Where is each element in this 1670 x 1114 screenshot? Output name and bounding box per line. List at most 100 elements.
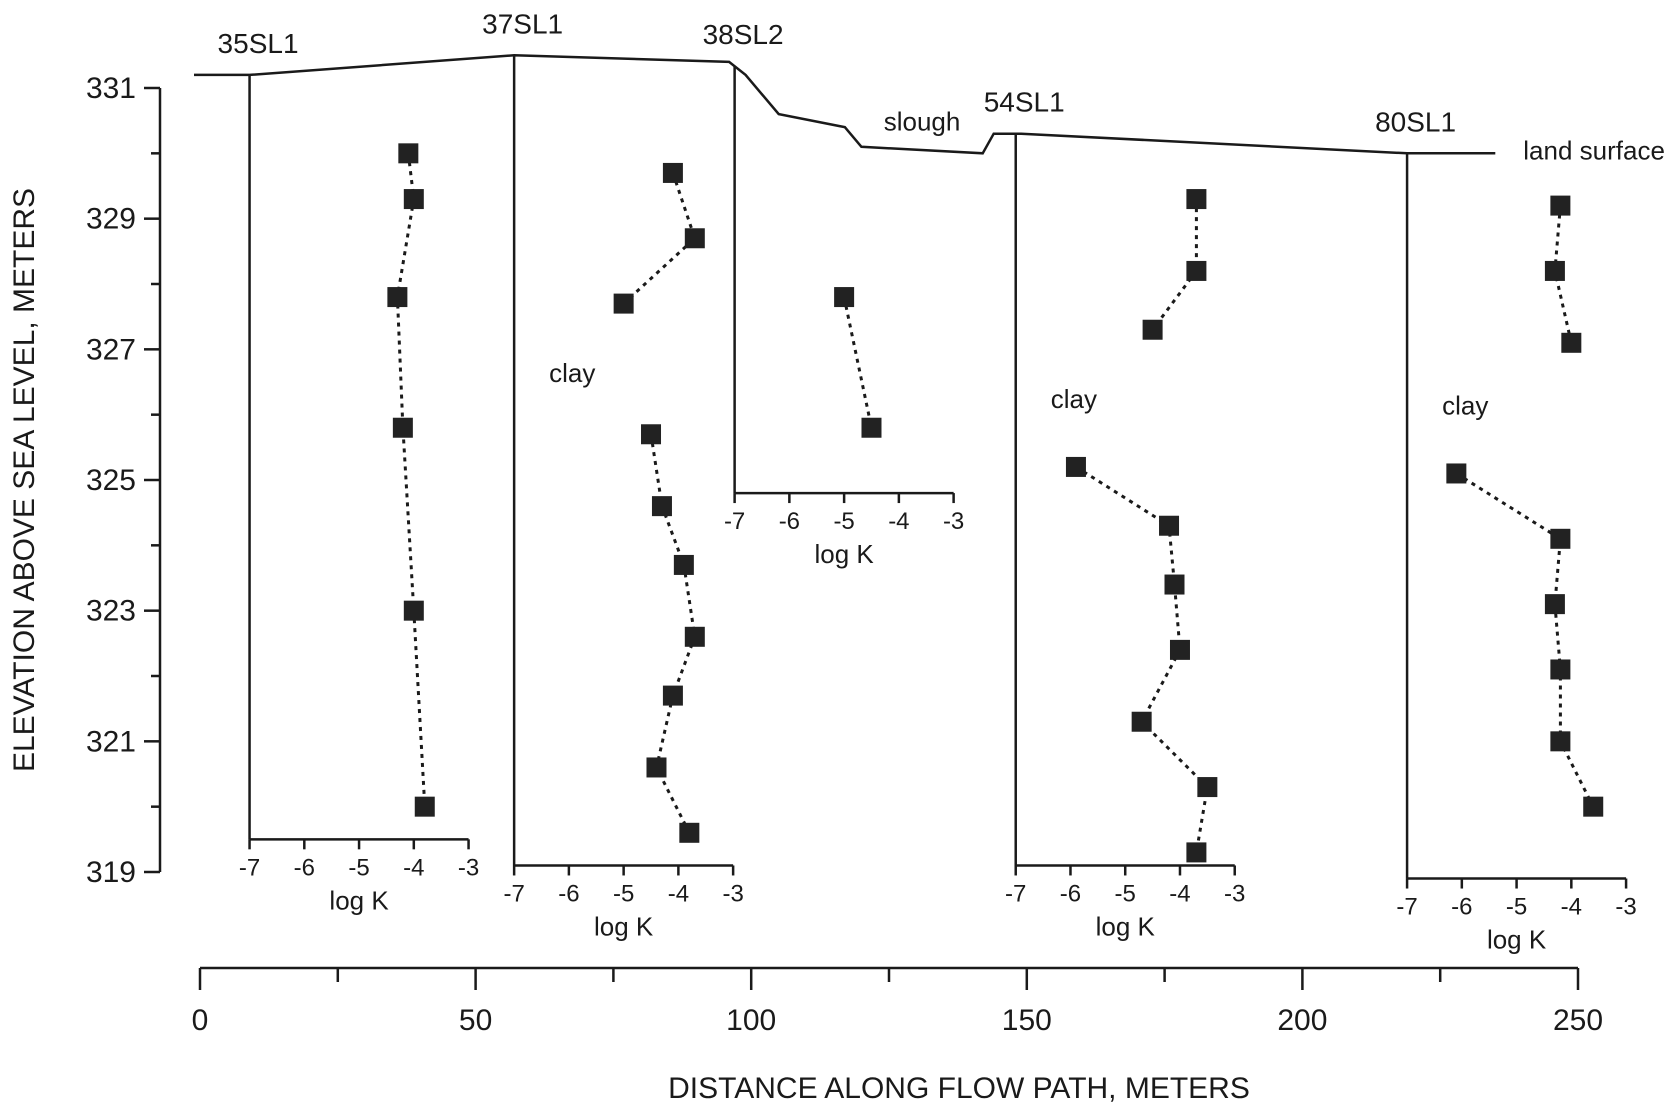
logk-data-point <box>662 162 683 183</box>
clay-label: clay <box>549 358 595 388</box>
logk-data-point <box>1186 189 1207 210</box>
axes-layer <box>158 88 1578 970</box>
logk-tick-label: -5 <box>833 508 854 535</box>
x-tick-label: 100 <box>726 1004 776 1037</box>
logk-data-point <box>679 822 700 843</box>
logk-tick-label: -4 <box>888 508 909 535</box>
logk-data-point <box>673 554 694 575</box>
logk-data-point <box>834 287 855 308</box>
logk-tick-label: -3 <box>1615 894 1636 921</box>
y-tick-label: 329 <box>86 203 136 236</box>
logk-data-point <box>861 417 882 438</box>
logk-data-point <box>1186 842 1207 863</box>
logk-tick-label: -3 <box>943 508 964 535</box>
x-axis-label: DISTANCE ALONG FLOW PATH, METERS <box>668 1072 1250 1105</box>
logk-tick-label: -6 <box>558 880 579 907</box>
land-surface-label: land surface <box>1523 135 1665 165</box>
logk-data-point <box>684 228 705 249</box>
well-name-label: 35SL1 <box>218 28 299 59</box>
logk-data-point <box>1544 594 1565 615</box>
logk-tick-label: -6 <box>779 508 800 535</box>
logk-data-point <box>403 189 424 210</box>
logk-tick-label: -7 <box>1005 880 1026 907</box>
logk-data-point <box>1550 731 1571 752</box>
wells-layer: 35SL1 -7 -6 -5 -4 -3 log K 37SL1 -7 -6 -5 -4 -3 log K… <box>218 8 1637 954</box>
logk-data-point <box>1159 515 1180 536</box>
logk-tick-label: -7 <box>1396 894 1417 921</box>
logk-tick-label: -3 <box>458 854 479 881</box>
logk-tick-label: -5 <box>613 880 634 907</box>
logk-data-point <box>1164 574 1185 595</box>
logk-data-point <box>651 496 672 517</box>
y-tick-label: 323 <box>86 595 136 628</box>
logk-data-point <box>1446 463 1467 484</box>
well-name-label: 37SL1 <box>482 8 563 39</box>
logk-profile-line <box>622 172 697 305</box>
logk-tick-label: -4 <box>403 854 424 881</box>
logk-tick-label: -7 <box>724 508 745 535</box>
logk-data-point <box>641 424 662 445</box>
logk-data-point <box>1142 319 1163 340</box>
logk-data-point <box>403 600 424 621</box>
clay-label: clay <box>1051 384 1097 414</box>
y-tick-label: 321 <box>86 725 136 758</box>
logk-tick-label: -4 <box>1169 880 1190 907</box>
well-37sl1: 37SL1 -7 -6 -5 -4 -3 log K clay <box>482 8 744 941</box>
logk-tick-label: -3 <box>722 880 743 907</box>
logk-tick-label: -5 <box>348 854 369 881</box>
well-38sl2: 38SL2 -7 -6 -5 -4 -3 log K <box>703 19 965 569</box>
logk-data-point <box>1550 659 1571 680</box>
x-tick-label: 0 <box>192 1004 209 1037</box>
logk-label: log K <box>329 885 389 915</box>
logk-data-point <box>1561 332 1582 353</box>
logk-data-point <box>1550 195 1571 216</box>
logk-tick-label: -4 <box>1561 894 1582 921</box>
logk-data-point <box>646 757 667 778</box>
well-name-label: 80SL1 <box>1375 106 1456 137</box>
y-ticks: 331 329 327 325 323 321 319 <box>86 72 160 889</box>
logk-profile-line <box>1151 199 1198 331</box>
logk-profile-line <box>1455 472 1595 808</box>
logk-tick-label: -5 <box>1115 880 1136 907</box>
logk-data-point <box>684 626 705 647</box>
logk-data-point <box>414 796 435 817</box>
x-tick-label: 200 <box>1277 1004 1327 1037</box>
land-surface-line <box>194 54 1496 155</box>
well-name-label: 38SL2 <box>703 19 784 50</box>
logk-data-point <box>1169 639 1190 660</box>
logk-tick-label: -6 <box>1060 880 1081 907</box>
logk-data-point <box>1065 456 1086 477</box>
logk-profile-line <box>842 296 873 429</box>
logk-data-point <box>398 143 419 164</box>
x-ticks: 0 50 100 150 200 250 <box>192 968 1603 1037</box>
y-tick-label: 325 <box>86 464 136 497</box>
logk-tick-label: -6 <box>294 854 315 881</box>
logk-data-point <box>1550 528 1571 549</box>
slough-label: slough <box>884 106 961 136</box>
clay-label: clay <box>1442 391 1488 421</box>
logk-tick-label: -3 <box>1224 880 1245 907</box>
logk-tick-label: -7 <box>239 854 260 881</box>
well-80sl1: 80SL1 -7 -6 -5 -4 -3 log K clay <box>1375 106 1637 954</box>
logk-data-point <box>1544 260 1565 281</box>
logk-label: log K <box>814 539 874 569</box>
well-35sl1: 35SL1 -7 -6 -5 -4 -3 log K <box>218 28 480 915</box>
logk-data-point <box>1583 796 1604 817</box>
x-tick-label: 150 <box>1002 1004 1052 1037</box>
logk-data-point <box>387 287 408 308</box>
logk-data-point <box>1197 777 1218 798</box>
land-surface-layer <box>194 54 1496 155</box>
logk-data-point <box>613 293 634 314</box>
logk-tick-label: -5 <box>1506 894 1527 921</box>
logk-tick-label: -7 <box>503 880 524 907</box>
logk-label: log K <box>594 911 654 941</box>
x-tick-label: 50 <box>459 1004 492 1037</box>
logk-data-point <box>662 685 683 706</box>
logk-data-point <box>1131 711 1152 732</box>
logk-data-point <box>1186 260 1207 281</box>
y-tick-label: 327 <box>86 333 136 366</box>
x-tick-label: 250 <box>1553 1004 1603 1037</box>
logk-label: log K <box>1096 911 1156 941</box>
